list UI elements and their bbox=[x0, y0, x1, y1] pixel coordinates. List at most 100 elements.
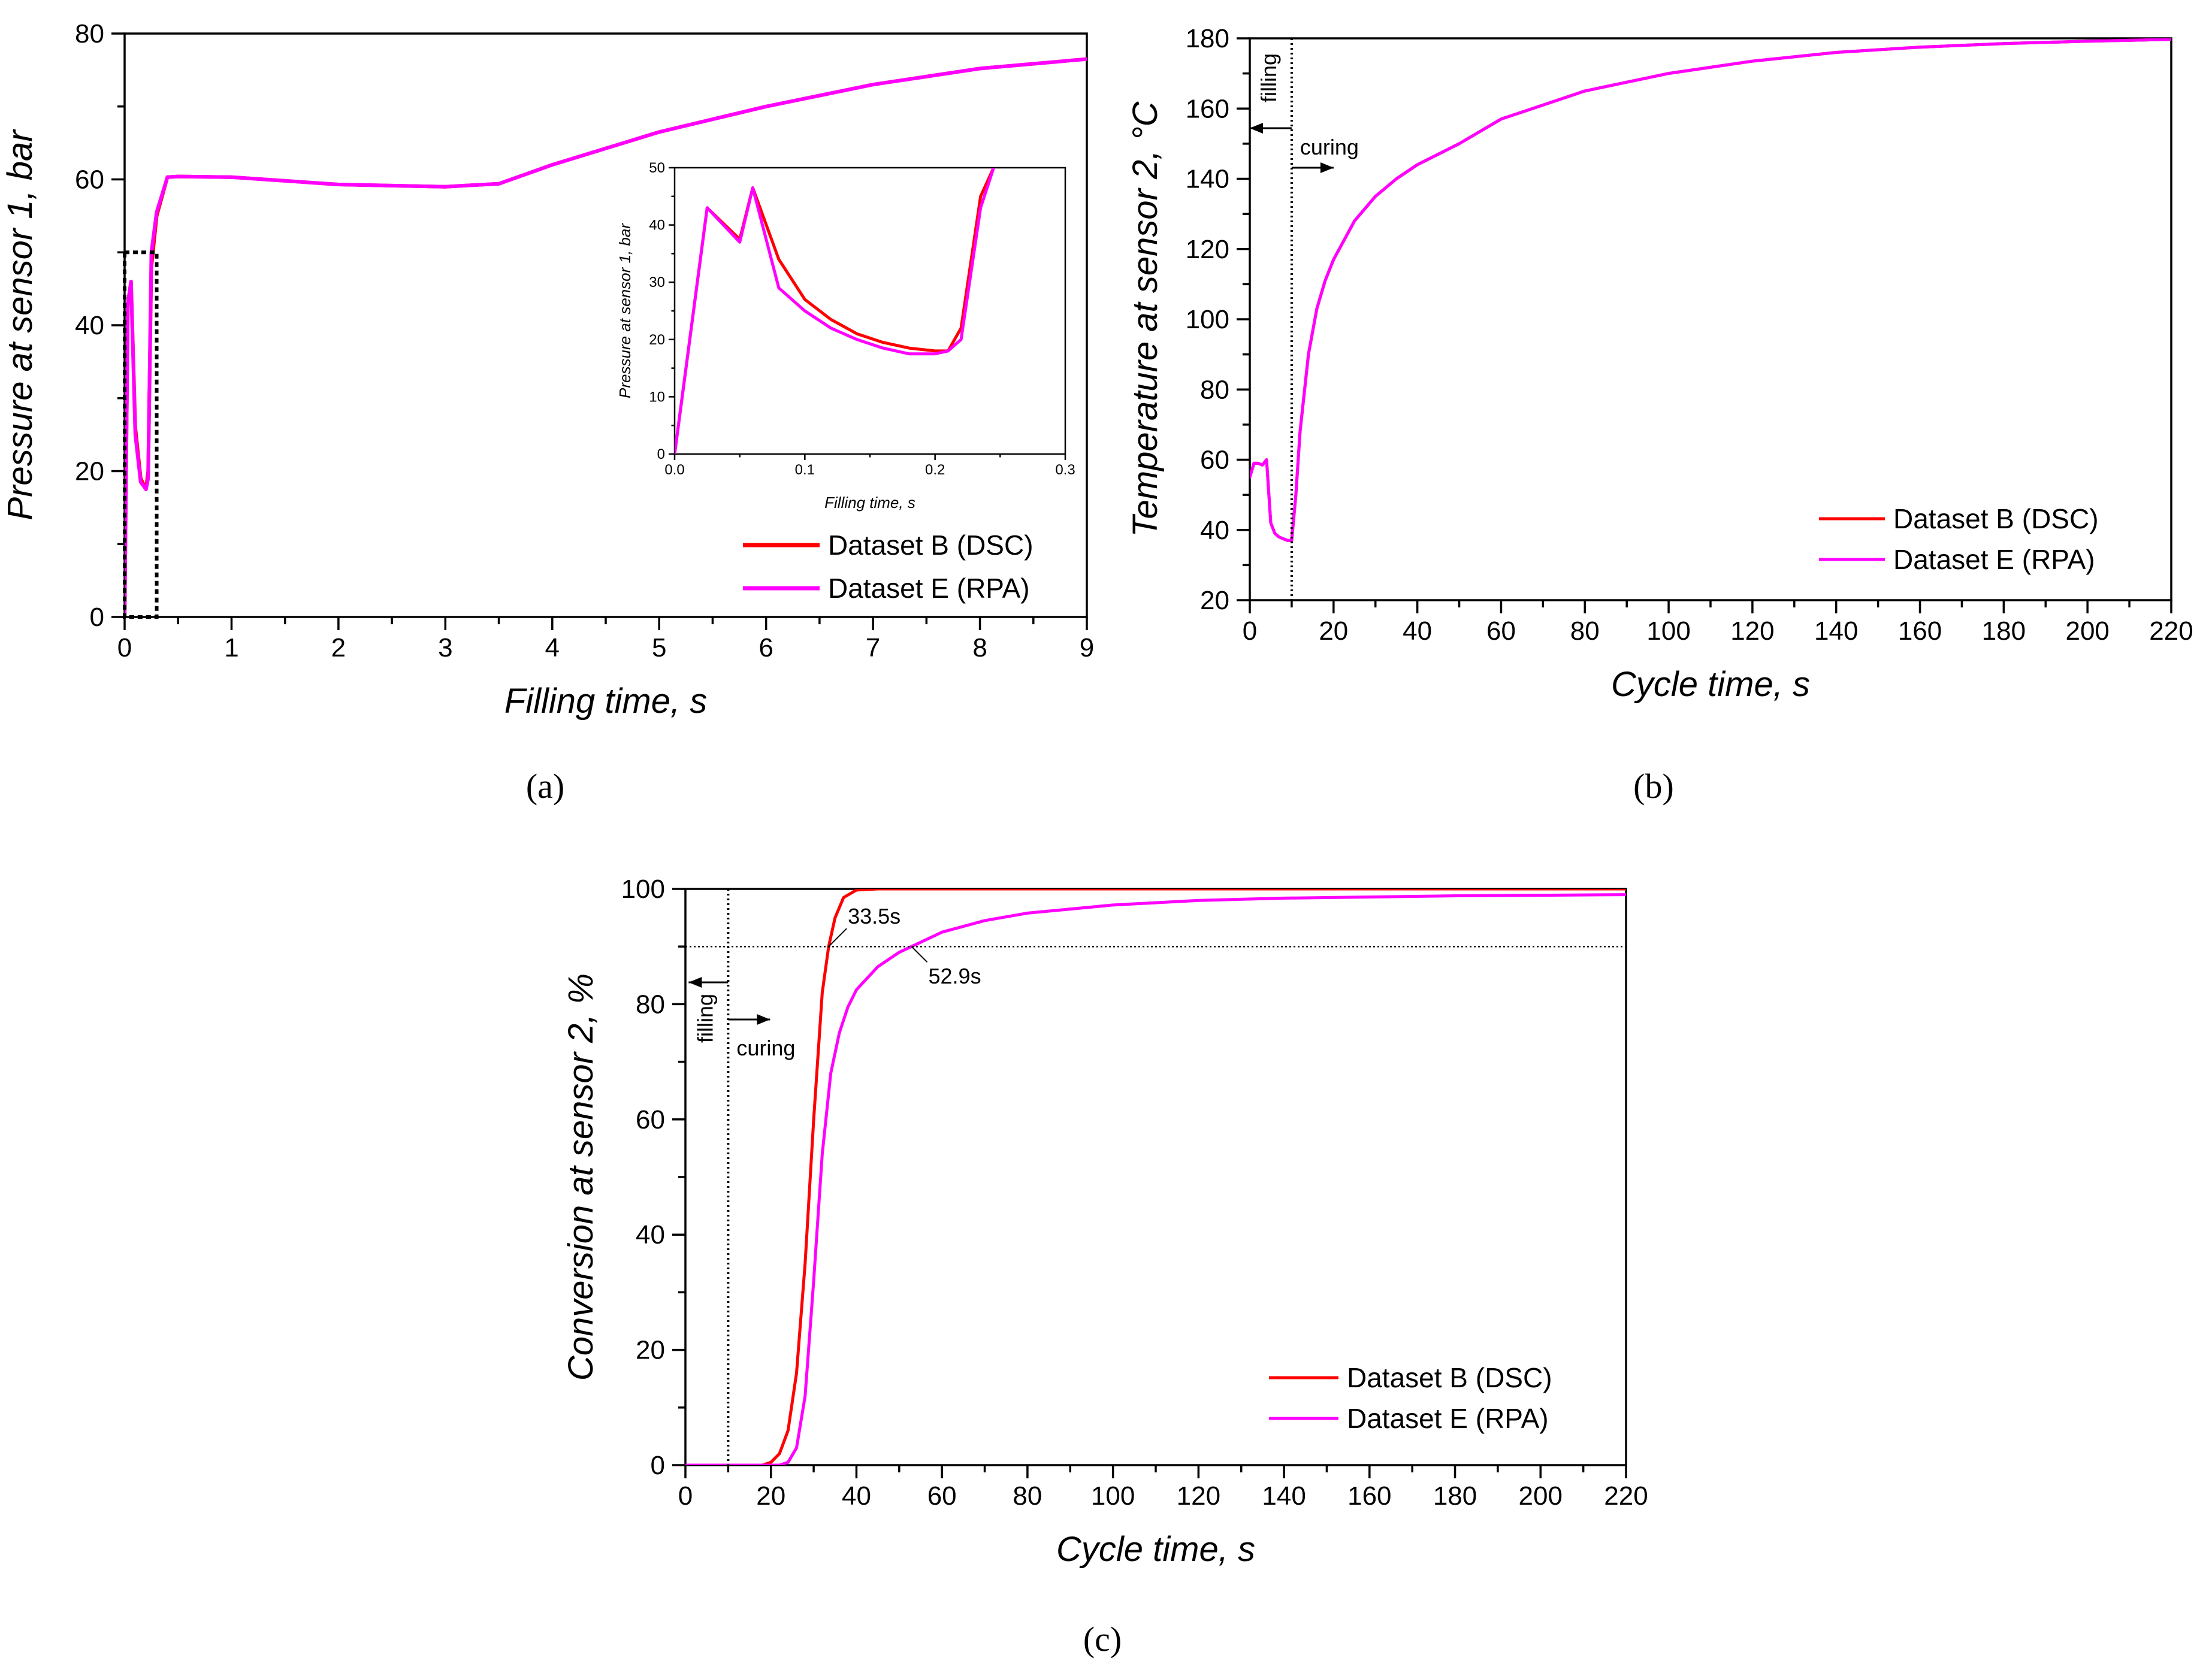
x-tick-label: 160 bbox=[1347, 1481, 1391, 1511]
y-tick-label: 60 bbox=[1200, 446, 1229, 475]
series-line-dsc bbox=[675, 168, 995, 454]
caption-a: (a) bbox=[526, 767, 564, 806]
x-tick-label: 60 bbox=[1486, 616, 1516, 646]
x-tick-label: 60 bbox=[927, 1481, 957, 1511]
y-tick-label: 20 bbox=[1200, 586, 1229, 615]
curing-label: curing bbox=[1300, 135, 1359, 159]
x-axis-title: Cycle time, s bbox=[1611, 665, 1810, 704]
rpa-time-leader bbox=[911, 946, 928, 963]
x-tick-label: 80 bbox=[1570, 616, 1600, 646]
x-tick-label: 220 bbox=[1604, 1481, 1648, 1511]
panel-b: 0 20 40 60 80 100 120 140 160 180 200 220 20 40 60 80 10… bbox=[1126, 24, 2193, 806]
x-tick-label: 40 bbox=[842, 1481, 871, 1511]
series-line-rpa bbox=[1250, 38, 2171, 542]
panel-c: 0 20 40 60 80 100 120 140 160 180 200 220 0 20 40 60 80 1… bbox=[561, 875, 1648, 1659]
curing-arrow-head bbox=[757, 1014, 770, 1025]
x-tick-label: 6 bbox=[759, 633, 773, 662]
panel-a: 0 1 2 3 4 5 6 7 8 9 0 20 40 60 80 Filling time, s Pressu… bbox=[1, 19, 1094, 806]
x-tick-label: 0.1 bbox=[795, 462, 815, 478]
y-tick-label: 40 bbox=[1200, 516, 1229, 545]
legend-label-dsc: Dataset B (DSC) bbox=[1893, 503, 2099, 534]
x-tick-label: 9 bbox=[1080, 633, 1094, 662]
legend-label-dsc: Dataset B (DSC) bbox=[828, 530, 1034, 561]
x-tick-label: 4 bbox=[545, 633, 560, 662]
y-tick-label: 120 bbox=[1186, 235, 1229, 264]
legend-label-rpa: Dataset E (RPA) bbox=[828, 573, 1030, 604]
x-tick-label: 2 bbox=[331, 633, 346, 662]
x-tick-label: 120 bbox=[1730, 616, 1774, 646]
x-tick-label: 0.0 bbox=[664, 462, 684, 478]
x-tick-label: 200 bbox=[2065, 616, 2109, 646]
y-tick-label: 40 bbox=[75, 311, 104, 340]
y-tick-label: 80 bbox=[1200, 375, 1229, 404]
series-line-rpa bbox=[675, 168, 995, 454]
y-tick-label: 0 bbox=[657, 446, 665, 462]
x-tick-label: 160 bbox=[1898, 616, 1942, 646]
y-tick-label: 0 bbox=[651, 1451, 665, 1480]
x-tick-label: 220 bbox=[2149, 616, 2193, 646]
y-axis-title: Pressure at sensor 1, bar bbox=[1, 129, 40, 521]
x-tick-label: 100 bbox=[1646, 616, 1690, 646]
y-tick-label: 0 bbox=[90, 603, 104, 632]
y-tick-label: 50 bbox=[649, 160, 665, 176]
y-tick-label: 60 bbox=[75, 165, 104, 195]
y-tick-label: 80 bbox=[75, 19, 104, 49]
rpa-time-label: 52.9s bbox=[929, 964, 981, 988]
legend-label-rpa: Dataset E (RPA) bbox=[1893, 544, 2095, 575]
filling-label: filling bbox=[1256, 53, 1281, 102]
dsc-time-leader bbox=[828, 928, 847, 947]
series-line-rpa bbox=[125, 57, 1087, 617]
x-tick-label: 0 bbox=[678, 1481, 693, 1511]
y-axis-title: Pressure at sensor 1, bar bbox=[616, 223, 634, 398]
x-tick-label: 20 bbox=[1319, 616, 1348, 646]
x-tick-label: 3 bbox=[438, 633, 452, 662]
x-tick-label: 40 bbox=[1403, 616, 1432, 646]
y-tick-label: 80 bbox=[636, 990, 665, 1019]
series-line-dsc bbox=[1250, 38, 2171, 542]
x-tick-label: 8 bbox=[972, 633, 987, 662]
x-tick-label: 80 bbox=[1013, 1481, 1042, 1511]
dsc-time-label: 33.5s bbox=[848, 904, 900, 928]
y-tick-label: 20 bbox=[75, 457, 104, 486]
x-tick-label: 180 bbox=[1982, 616, 2026, 646]
x-tick-label: 140 bbox=[1814, 616, 1858, 646]
x-tick-label: 5 bbox=[652, 633, 666, 662]
x-axis-title: Filling time, s bbox=[504, 682, 707, 721]
y-tick-label: 40 bbox=[636, 1220, 665, 1250]
caption-c: (c) bbox=[1083, 1620, 1122, 1659]
y-tick-label: 40 bbox=[649, 217, 665, 234]
x-tick-label: 180 bbox=[1433, 1481, 1477, 1511]
curing-label: curing bbox=[736, 1036, 795, 1060]
y-tick-label: 20 bbox=[636, 1336, 665, 1365]
y-axis-title: Conversion at sensor 2, % bbox=[561, 973, 600, 1381]
filling-arrow-head bbox=[688, 977, 702, 988]
zoom-box bbox=[123, 250, 159, 619]
y-tick-label: 60 bbox=[636, 1105, 665, 1135]
x-tick-label: 0.2 bbox=[925, 462, 945, 478]
caption-b: (b) bbox=[1633, 767, 1674, 806]
y-tick-label: 100 bbox=[621, 875, 665, 904]
plot-frame bbox=[673, 167, 1066, 455]
y-tick-label: 20 bbox=[649, 332, 665, 348]
x-tick-label: 100 bbox=[1091, 1481, 1135, 1511]
x-tick-label: 7 bbox=[866, 633, 880, 662]
y-tick-label: 10 bbox=[649, 389, 665, 405]
x-tick-label: 1 bbox=[224, 633, 238, 662]
y-tick-label: 140 bbox=[1186, 165, 1229, 194]
legend-label-rpa: Dataset E (RPA) bbox=[1347, 1403, 1549, 1434]
curing-arrow-head bbox=[1320, 162, 1334, 173]
x-tick-label: 120 bbox=[1177, 1481, 1220, 1511]
filling-label: filling bbox=[693, 994, 717, 1043]
y-tick-label: 100 bbox=[1186, 305, 1229, 334]
series-line-dsc bbox=[685, 889, 1626, 1465]
y-tick-label: 180 bbox=[1186, 24, 1229, 53]
x-axis-title: Filling time, s bbox=[824, 494, 915, 512]
series-line-rpa bbox=[685, 893, 1626, 1465]
y-tick-label: 30 bbox=[649, 274, 665, 291]
x-tick-label: 200 bbox=[1519, 1481, 1563, 1511]
x-tick-label: 0 bbox=[117, 633, 132, 662]
x-axis-title: Cycle time, s bbox=[1056, 1530, 1255, 1569]
x-tick-label: 140 bbox=[1262, 1481, 1306, 1511]
y-tick-label: 160 bbox=[1186, 94, 1229, 123]
